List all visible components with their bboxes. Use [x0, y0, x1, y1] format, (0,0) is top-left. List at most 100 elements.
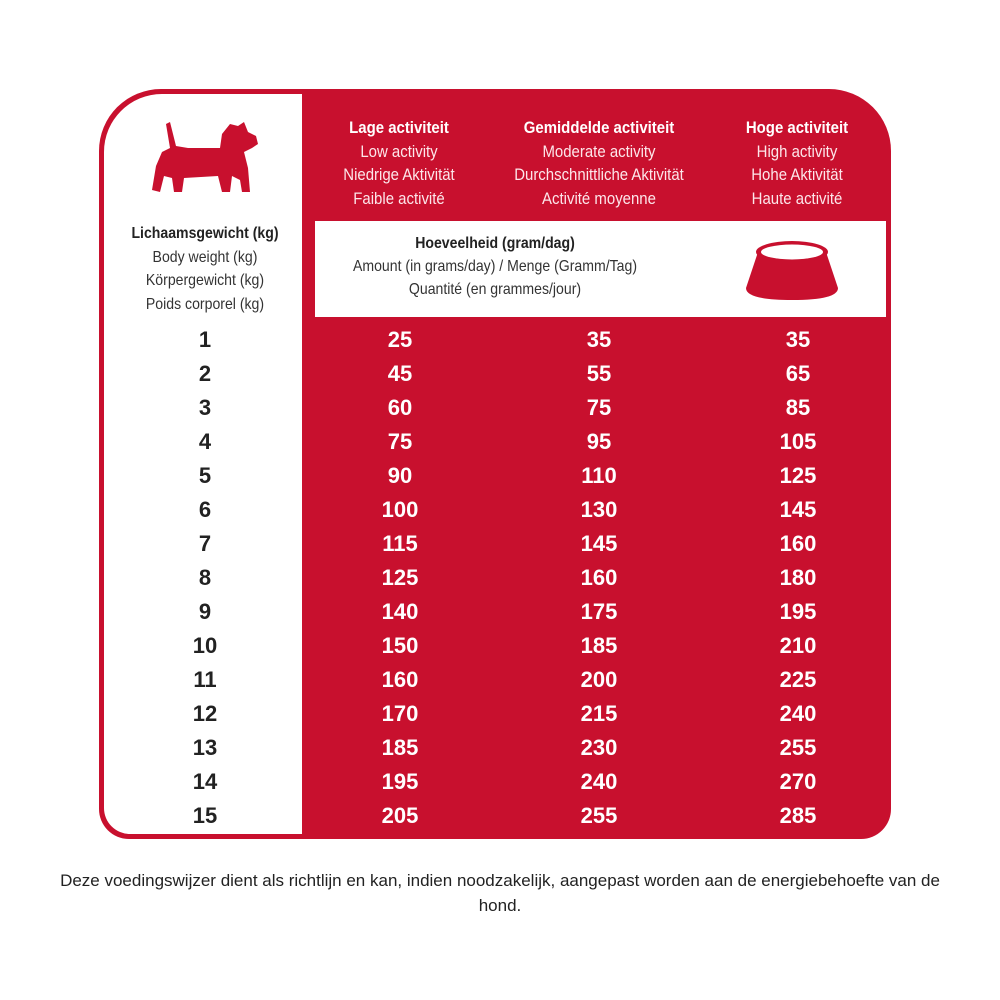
- low-activity-cell: 150: [381, 633, 419, 658]
- weight-header-nl: Lichaamsgewicht (kg): [131, 225, 279, 242]
- weight-cell: 14: [192, 769, 218, 794]
- high-activity-cell: 35: [785, 327, 811, 352]
- weight-cell: 8: [198, 565, 212, 590]
- weight-cell: 10: [192, 633, 218, 658]
- weight-header-fr: Poids corporel (kg): [145, 295, 265, 313]
- column-title-fr: Haute activité: [751, 188, 843, 208]
- table-row: 15 205 255 285: [0, 799, 1000, 833]
- low-activity-cell: 25: [387, 327, 413, 352]
- moderate-activity-cell: 110: [581, 463, 617, 488]
- moderate-activity-cell: 55: [586, 361, 612, 386]
- moderate-activity-cell: 130: [580, 497, 618, 522]
- moderate-activity-cell: 175: [580, 599, 618, 624]
- high-activity-cell: 105: [779, 429, 817, 454]
- moderate-activity-cell: 255: [580, 803, 618, 828]
- weight-cell: 4: [198, 429, 212, 454]
- high-activity-cell: 65: [785, 361, 811, 386]
- weight-cell: 3: [198, 395, 212, 420]
- moderate-activity-cell: 160: [580, 565, 618, 590]
- high-activity-cell: 180: [779, 565, 817, 590]
- column-title-de: Niedrige Aktivität: [343, 165, 455, 184]
- high-activity-cell: 145: [779, 497, 817, 522]
- table-row: 6 100 130 145: [0, 493, 1000, 527]
- high-activity-cell: 195: [779, 599, 817, 624]
- column-title-en: Low activity: [360, 141, 438, 161]
- weight-cell: 13: [192, 735, 218, 760]
- column-title-nl: Gemiddelde activiteit: [523, 118, 675, 137]
- low-activity-cell: 75: [387, 429, 413, 454]
- amount-header-fr: Quantité (en grammes/jour): [408, 281, 582, 298]
- table-row: 2 45 55 65: [0, 357, 1000, 391]
- low-activity-cell: 185: [381, 735, 419, 760]
- moderate-activity-cell: 95: [586, 429, 612, 454]
- column-title-nl: Lage activiteit: [349, 118, 449, 137]
- table-row: 5 90 110 125: [0, 459, 1000, 493]
- table-row: 9 140 175 195: [0, 595, 1000, 629]
- high-activity-cell: 160: [779, 531, 817, 556]
- dog-silhouette-icon: [152, 122, 258, 192]
- column-header-moderate: Gemiddelde activiteit Moderate activity …: [501, 116, 696, 210]
- weight-cell: 6: [198, 497, 212, 522]
- weight-cell: 1: [198, 327, 212, 352]
- weight-header-en: Body weight (kg): [152, 248, 258, 266]
- column-header-low: Lage activiteit Low activity Niedrige Ak…: [311, 116, 487, 210]
- weight-cell: 11: [193, 667, 217, 692]
- weight-header-de: Körpergewicht (kg): [145, 272, 265, 289]
- weight-cell: 7: [198, 531, 212, 556]
- column-title-nl: Hoge activiteit: [745, 118, 849, 137]
- moderate-activity-cell: 200: [580, 667, 618, 692]
- low-activity-cell: 140: [381, 599, 419, 624]
- table-row: 10 150 185 210: [0, 629, 1000, 663]
- weight-cell: 2: [198, 361, 212, 386]
- low-activity-cell: 195: [381, 769, 419, 794]
- table-row: 13 185 230 255: [0, 731, 1000, 765]
- column-title-fr: Faible activité: [353, 188, 445, 208]
- moderate-activity-cell: 240: [580, 769, 618, 794]
- low-activity-cell: 125: [381, 565, 419, 590]
- low-activity-cell: 160: [381, 667, 419, 692]
- moderate-activity-cell: 75: [586, 395, 612, 420]
- high-activity-cell: 225: [779, 667, 817, 692]
- table-row: 4 75 95 105: [0, 425, 1000, 459]
- high-activity-cell: 210: [779, 633, 817, 658]
- moderate-activity-cell: 145: [580, 531, 618, 556]
- table-row: 8 125 160 180: [0, 561, 1000, 595]
- low-activity-cell: 90: [387, 463, 413, 488]
- weight-cell: 15: [192, 803, 218, 828]
- footnote: Deze voedingswijzer dient als richtlijn …: [60, 871, 940, 915]
- moderate-activity-cell: 230: [580, 735, 618, 760]
- moderate-activity-cell: 215: [580, 701, 618, 726]
- column-title-en: Moderate activity: [542, 141, 656, 161]
- low-activity-cell: 100: [381, 497, 419, 522]
- amount-header: Hoeveelheid (gram/dag) Amount (in grams/…: [350, 232, 640, 301]
- low-activity-cell: 205: [381, 803, 419, 828]
- weight-cell: 12: [192, 701, 218, 726]
- moderate-activity-cell: 35: [586, 327, 612, 352]
- weight-header: Lichaamsgewicht (kg) Body weight (kg) Kö…: [116, 222, 294, 316]
- food-bowl-icon: [746, 241, 838, 300]
- high-activity-cell: 270: [779, 769, 817, 794]
- high-activity-cell: 285: [779, 803, 817, 828]
- moderate-activity-cell: 185: [580, 633, 618, 658]
- weight-cell: 9: [198, 599, 212, 624]
- weight-column: [104, 94, 302, 834]
- table-row: 14 195 240 270: [0, 765, 1000, 799]
- column-header-high: Hoge activiteit High activity Hohe Aktiv…: [709, 116, 885, 210]
- high-activity-cell: 240: [779, 701, 817, 726]
- table-row: 12 170 215 240: [0, 697, 1000, 731]
- amount-header-en-de: Amount (in grams/day) / Menge (Gramm/Tag…: [352, 258, 638, 275]
- table-row: 7 115 145 160: [0, 527, 1000, 561]
- low-activity-cell: 170: [381, 701, 419, 726]
- column-title-de: Durchschnittliche Aktivität: [514, 165, 684, 184]
- high-activity-cell: 85: [785, 395, 811, 420]
- table-row: 3 60 75 85: [0, 391, 1000, 425]
- high-activity-cell: 125: [779, 463, 817, 488]
- low-activity-cell: 60: [387, 395, 413, 420]
- low-activity-cell: 115: [382, 531, 418, 556]
- high-activity-cell: 255: [779, 735, 817, 760]
- table-row: 1 25 35 35: [0, 323, 1000, 357]
- table-row: 11 160 200 225: [0, 663, 1000, 697]
- column-title-en: High activity: [756, 141, 838, 161]
- column-title-fr: Activité moyenne: [542, 188, 656, 208]
- amount-header-nl: Hoeveelheid (gram/dag): [415, 235, 575, 252]
